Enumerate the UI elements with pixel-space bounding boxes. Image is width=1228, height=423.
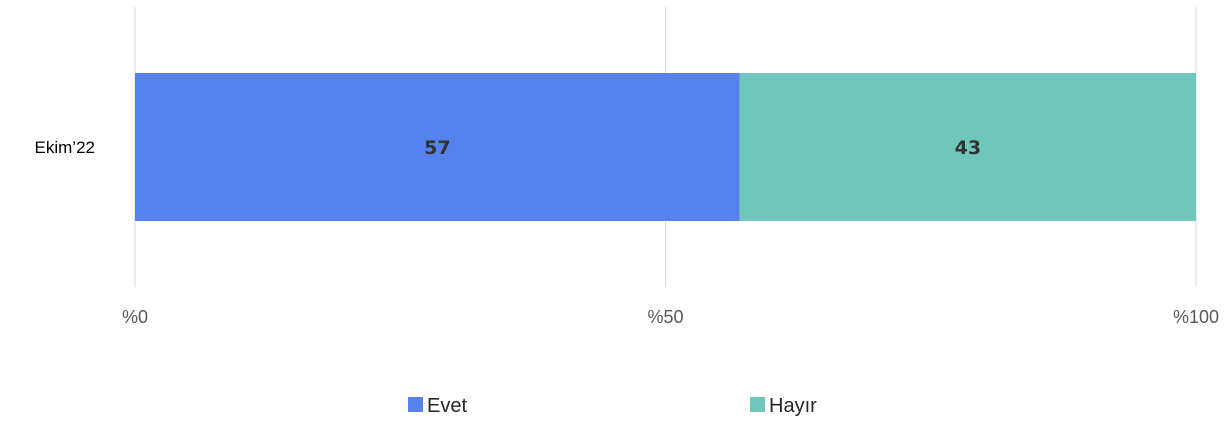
legend-item-evet: Evet	[408, 395, 467, 417]
legend-item-hay-r: Hayır	[750, 395, 817, 417]
x-tick-label: %100	[1173, 307, 1219, 327]
data-labels: 57 43	[424, 137, 981, 159]
x-tick-label: %50	[647, 307, 683, 327]
legend-swatch	[408, 397, 423, 412]
bars	[135, 73, 1196, 221]
category-label: Ekim’22	[35, 138, 95, 157]
data-label: 43	[955, 137, 981, 159]
bar-evet	[135, 73, 740, 221]
x-axis-tick-labels: %0 %50 %100	[122, 307, 1219, 327]
legend: Evet Hayır	[408, 395, 817, 417]
legend-label: Evet	[427, 395, 467, 417]
legend-label: Hayır	[769, 395, 817, 417]
legend-swatch	[750, 397, 765, 412]
category-labels: Ekim’22	[35, 138, 95, 157]
x-tick-label: %0	[122, 307, 148, 327]
data-label: 57	[424, 137, 450, 159]
bar-hay-r	[739, 73, 1196, 221]
